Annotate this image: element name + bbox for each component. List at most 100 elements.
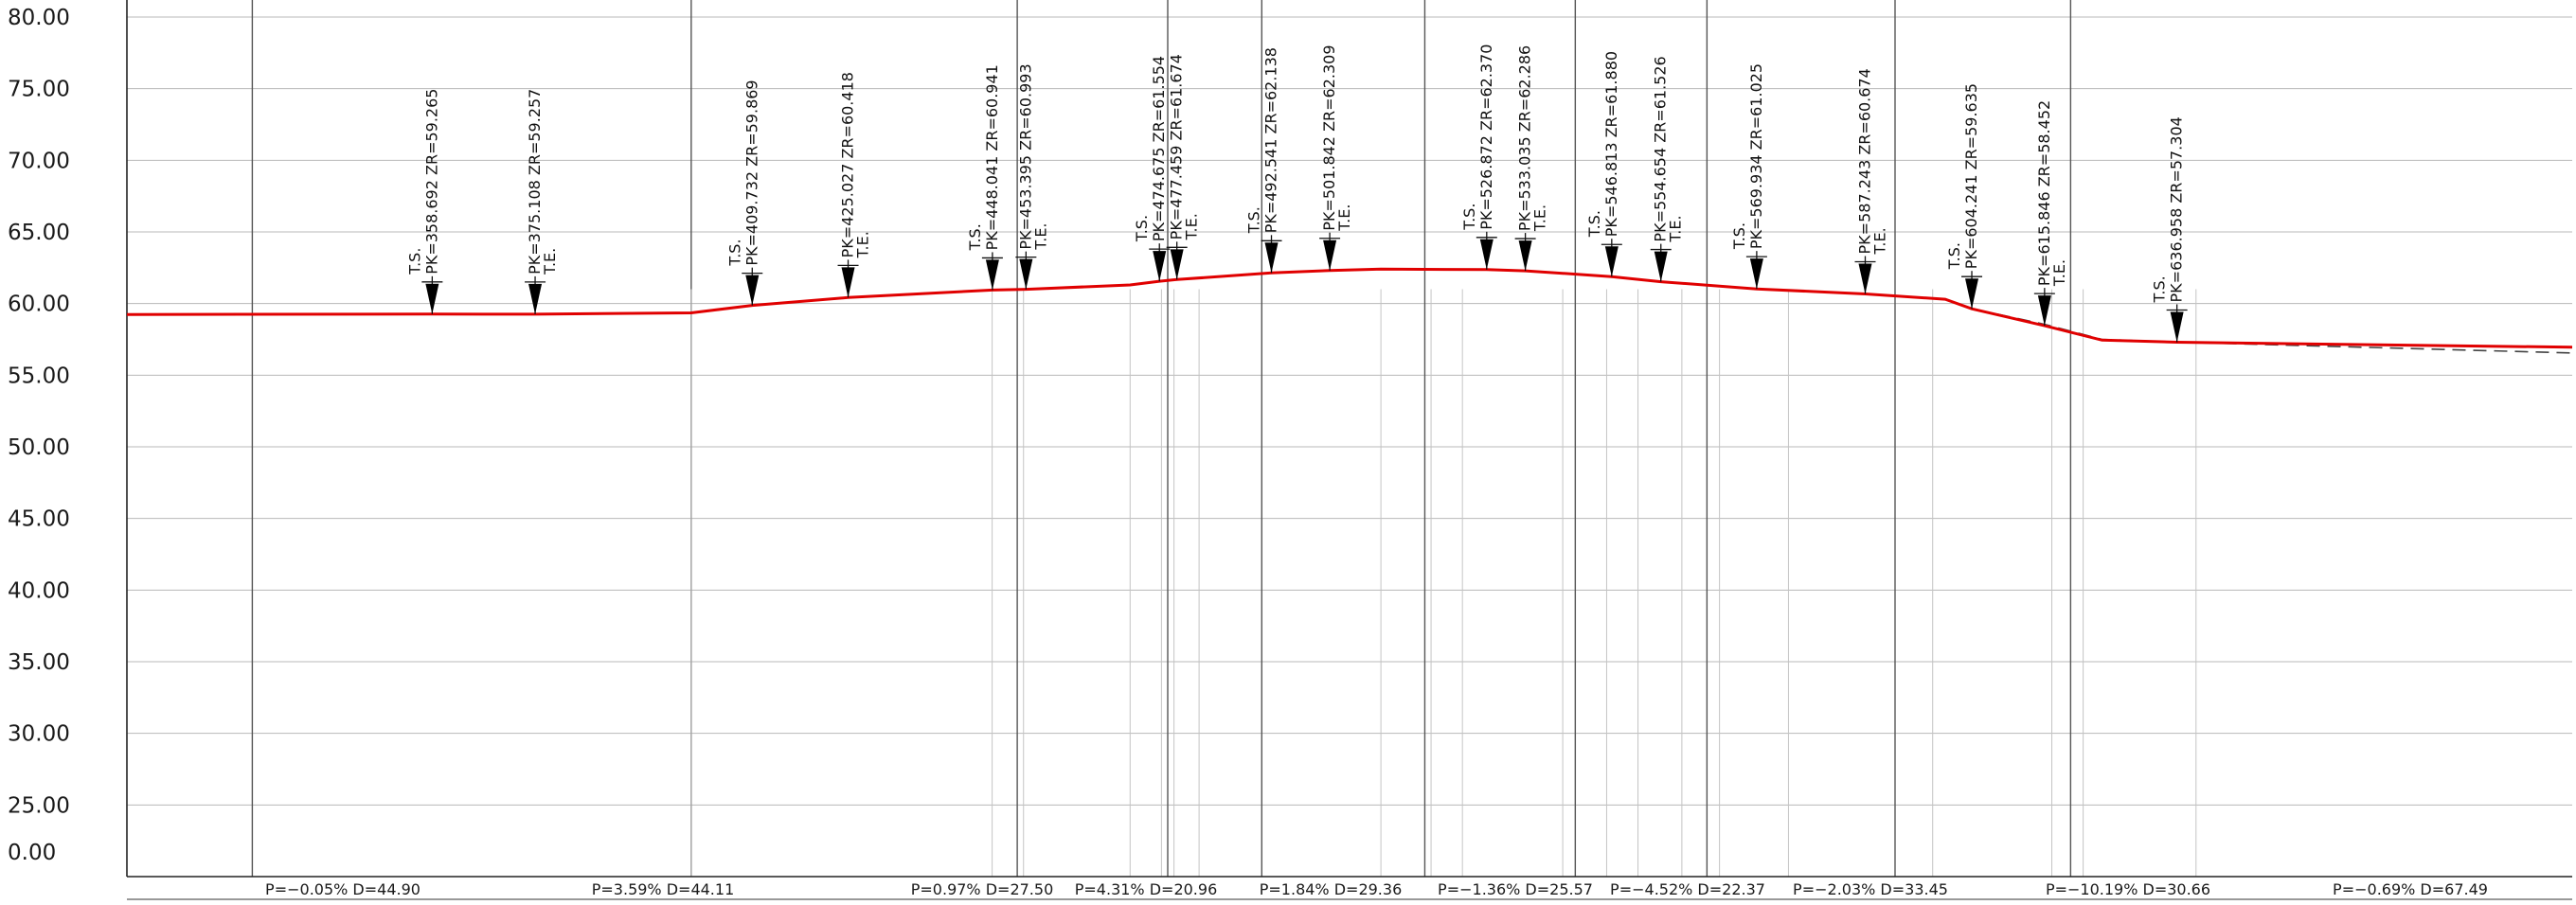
curve-arrow-icon	[2170, 311, 2184, 343]
curve-kind-label: T.S.	[1133, 215, 1151, 242]
curve-arrow-icon	[985, 259, 999, 291]
curve-kind-label: T.S.	[1460, 204, 1478, 231]
curve-kind-label: T.S.	[1730, 222, 1748, 250]
curve-label: PK=554.654 ZR=61.526	[1652, 56, 1670, 241]
curve-label: PK=492.541 ZR=62.138	[1262, 47, 1280, 233]
curve-arrow-icon	[745, 275, 760, 306]
station-lines	[690, 289, 2197, 877]
curve-label: PK=453.395 ZR=60.993	[1016, 63, 1034, 249]
curve-kind-label: T.E.	[1667, 215, 1685, 242]
curve-label: PK=501.842 ZR=62.309	[1320, 44, 1338, 230]
curve-label: PK=569.934 ZR=61.025	[1747, 63, 1765, 249]
curve-arrow-icon	[1170, 249, 1184, 280]
curve-label: PK=448.041 ZR=60.941	[983, 64, 1001, 250]
curve-arrow-icon	[2037, 295, 2051, 327]
y-tick-label: 0.00	[8, 841, 56, 865]
axes	[126, 0, 2572, 900]
y-tick-label: 50.00	[8, 435, 70, 460]
curve-label: PK=604.241 ZR=59.635	[1962, 83, 1980, 269]
curve-arrow-icon	[1858, 263, 1872, 294]
y-tick-label: 45.00	[8, 507, 70, 532]
segment-label: P=−4.52% D=22.37	[1610, 880, 1765, 898]
curve-label: PK=587.243 ZR=60.674	[1855, 68, 1873, 254]
curve-kind-label: T.E.	[854, 231, 872, 258]
curve-arrow-icon	[1654, 251, 1668, 282]
curve-kind-label: T.S.	[1245, 206, 1263, 234]
y-tick-label: 65.00	[8, 221, 70, 245]
curve-label: PK=425.027 ZR=60.418	[839, 72, 857, 257]
curve-label: PK=615.846 ZR=58.452	[2035, 100, 2053, 286]
y-tick-label: 80.00	[8, 6, 70, 30]
segment-label: P=1.84% D=29.36	[1260, 880, 1403, 898]
curve-label: PK=375.108 ZR=59.257	[526, 89, 544, 275]
segment-label: P=−1.36% D=25.57	[1438, 880, 1593, 898]
segment-label: P=−0.69% D=67.49	[2333, 880, 2488, 898]
curve-label: PK=533.035 ZR=62.286	[1516, 45, 1534, 231]
curve-arrow-icon	[425, 283, 439, 314]
segment-label: P=−0.05% D=44.90	[265, 880, 420, 898]
curve-label: PK=526.872 ZR=62.370	[1477, 44, 1495, 230]
curve-arrow-icon	[528, 283, 543, 314]
segment-label: P=−10.19% D=30.66	[2046, 880, 2210, 898]
segment-label: P=0.97% D=27.50	[911, 880, 1054, 898]
curve-label: PK=477.459 ZR=61.674	[1168, 54, 1186, 240]
y-tick-label: 60.00	[8, 293, 70, 317]
y-tick-label: 30.00	[8, 722, 70, 747]
segment-label: P=−2.03% D=33.45	[1793, 880, 1948, 898]
curve-kind-label: T.S.	[725, 239, 743, 266]
segment-label: P=3.59% D=44.11	[592, 880, 735, 898]
profile-lines	[126, 267, 2573, 354]
curve-kind-label: T.E.	[1031, 222, 1049, 250]
curve-kind-label: T.S.	[405, 248, 423, 275]
y-tick-label: 25.00	[8, 793, 70, 818]
curve-kind-label: T.E.	[1335, 204, 1353, 232]
curve-kind-label: T.E.	[541, 248, 559, 275]
curve-label: PK=546.813 ZR=61.880	[1602, 51, 1620, 237]
curve-arrow-icon	[1604, 246, 1619, 277]
terrain-line	[126, 268, 2573, 354]
design-grade-line	[126, 267, 2573, 349]
grid-lines	[127, 16, 2572, 806]
y-tick-label: 70.00	[8, 149, 70, 173]
y-axis-labels: 80.00 75.00 70.00 65.00 60.00 55.00 50.00 45.00…	[8, 6, 70, 865]
curve-arrow-icon	[1965, 278, 1979, 310]
y-tick-label: 75.00	[8, 78, 70, 102]
curve-arrow-icon	[1749, 258, 1763, 290]
curve-arrow-icon	[841, 267, 855, 298]
curve-label: PK=358.692 ZR=59.265	[422, 89, 440, 275]
curve-kind-label: T.E.	[2050, 259, 2068, 287]
segment-label: P=4.31% D=20.96	[1075, 880, 1218, 898]
y-tick-label: 35.00	[8, 650, 70, 675]
curve-kind-label: T.S.	[1585, 210, 1603, 238]
curve-kind-label: T.E.	[1183, 213, 1201, 240]
curve-kind-label: T.S.	[1945, 242, 1963, 270]
curve-arrow-icon	[1479, 239, 1494, 270]
y-tick-label: 40.00	[8, 578, 70, 603]
y-tick-label: 55.00	[8, 364, 70, 388]
curve-arrow-icon	[1323, 240, 1337, 271]
curve-arrow-icon	[1518, 240, 1532, 272]
curve-label: PK=636.958 ZR=57.304	[2168, 116, 2186, 302]
curve-kind-label: T.S.	[2151, 275, 2169, 303]
curve-arrow-icon	[1153, 251, 1167, 282]
curve-kind-label: T.E.	[1531, 204, 1549, 232]
